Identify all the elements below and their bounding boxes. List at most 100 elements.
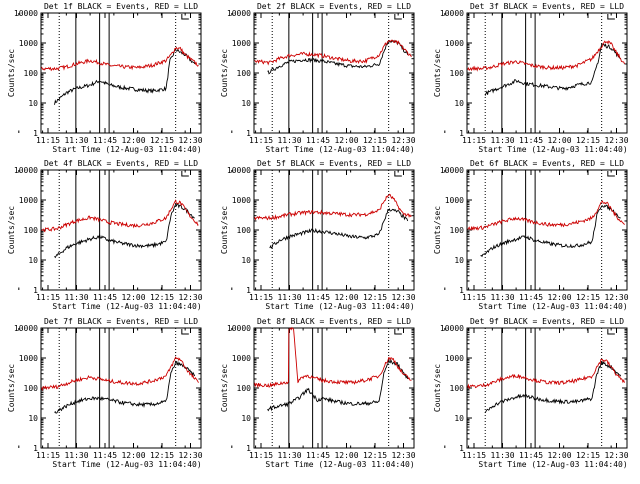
x-axis-label: Start Time (12-Aug-03 11:04:40) [52, 302, 201, 311]
chart-title: Det 5f BLACK = Events, RED = LLD [257, 159, 411, 168]
x-axis-label: Start Time (12-Aug-03 11:04:40) [478, 145, 627, 154]
plot-frame [40, 327, 202, 449]
y-tick-label: 10000 [14, 9, 38, 18]
x-tick-label: 11:15 [36, 451, 60, 460]
events-series-line [484, 43, 621, 96]
events-series-line [480, 204, 621, 258]
bracket-marker [181, 14, 189, 20]
x-tick-label: 12:00 [334, 293, 358, 302]
x-tick-label: 12:15 [576, 293, 600, 302]
x-tick-label: 12:15 [576, 136, 600, 145]
lld-series-line [467, 40, 625, 72]
x-tick-label: 12:30 [604, 136, 628, 145]
events-series-line [54, 203, 195, 259]
y-tick-label: 1000 [445, 196, 464, 205]
x-tick-label: 11:15 [249, 136, 273, 145]
y-axis-label: Counts/sec [220, 49, 229, 97]
y-tick-label: 100 [24, 384, 39, 393]
bracket-marker [394, 14, 402, 20]
x-tick-label: 11:15 [462, 451, 486, 460]
x-tick-label: 11:15 [249, 293, 273, 302]
y-tick-label: 1 [246, 286, 251, 295]
y-tick-label: 10000 [440, 324, 464, 333]
x-tick-label: 11:45 [519, 451, 543, 460]
lld-series-line [467, 200, 625, 231]
y-tick-label: 1000 [445, 354, 464, 363]
y-tick-label: 10000 [440, 9, 464, 18]
x-axis-label: Start Time (12-Aug-03 11:04:40) [265, 302, 414, 311]
x-tick-label: 12:15 [150, 293, 174, 302]
events-series-line [484, 360, 622, 414]
events-series-line [269, 207, 409, 249]
events-series-line [267, 358, 409, 412]
chart-title: Det 9f BLACK = Events, RED = LLD [470, 317, 624, 326]
y-tick-label: 10 [241, 256, 251, 265]
y-tick-label: 1000 [445, 39, 464, 48]
y-tick-label: 10 [28, 256, 38, 265]
y-tick-label: 10 [241, 99, 251, 108]
y-axis-label: Counts/sec [7, 206, 16, 254]
chart-panel-1: Det 1f BLACK = Events, RED = LLD 1 10 100 10… [7, 2, 203, 154]
x-tick-label: 11:45 [93, 293, 117, 302]
x-tick-label: 12:30 [604, 293, 628, 302]
x-axis-label: Start Time (12-Aug-03 11:04:40) [52, 145, 201, 154]
chart-panel-8: Det 8f BLACK = Events, RED = LLD 1 10 100 10… [220, 317, 416, 469]
y-tick-label: 10 [241, 414, 251, 423]
x-tick-label: 12:15 [363, 451, 387, 460]
y-axis-label: Counts/sec [7, 49, 16, 97]
x-tick-label: 12:15 [576, 451, 600, 460]
y-tick-label: 1000 [19, 196, 38, 205]
y-tick-label: 1000 [19, 39, 38, 48]
x-axis-label: Start Time (12-Aug-03 11:04:40) [52, 460, 201, 469]
plot-frame [40, 169, 202, 291]
x-tick-label: 11:30 [64, 451, 88, 460]
lld-series-line [41, 46, 199, 72]
chart-panel-9: Det 9f BLACK = Events, RED = LLD 1 10 100 10… [433, 317, 629, 469]
x-tick-label: 11:30 [64, 293, 88, 302]
x-tick-label: 11:15 [36, 293, 60, 302]
y-tick-label: 10000 [227, 324, 251, 333]
x-tick-label: 12:00 [121, 293, 145, 302]
y-tick-label: 100 [450, 384, 465, 393]
y-tick-label: 1000 [232, 39, 251, 48]
x-tick-label: 11:30 [490, 451, 514, 460]
y-tick-label: 1 [246, 444, 251, 453]
x-tick-label: 11:15 [36, 136, 60, 145]
lld-series-line [254, 39, 412, 66]
y-tick-label: 100 [450, 226, 465, 235]
x-tick-label: 12:30 [391, 293, 415, 302]
bracket-marker [394, 171, 402, 177]
chart-panel-3: Det 3f BLACK = Events, RED = LLD 1 10 100 10… [433, 2, 629, 154]
plot-frame [253, 169, 415, 291]
x-tick-label: 12:15 [150, 451, 174, 460]
events-series-line [267, 40, 409, 75]
y-axis-label: Counts/sec [433, 49, 442, 97]
y-tick-label: 1 [459, 444, 464, 453]
y-axis-label: Counts/sec [433, 206, 442, 254]
chart-title: Det 4f BLACK = Events, RED = LLD [44, 159, 198, 168]
chart-panel-7: Det 7f BLACK = Events, RED = LLD 1 10 100 10… [7, 317, 203, 469]
x-tick-label: 12:30 [391, 451, 415, 460]
y-tick-label: 1 [33, 444, 38, 453]
chart-panel-5: Det 5f BLACK = Events, RED = LLD 1 10 100 10… [220, 159, 416, 311]
x-axis-label: Start Time (12-Aug-03 11:04:40) [265, 145, 414, 154]
lld-series-line [41, 356, 199, 391]
y-tick-label: 10000 [440, 166, 464, 175]
y-tick-label: 1 [459, 129, 464, 138]
y-tick-label: 1000 [232, 354, 251, 363]
chart-panel-4: Det 4f BLACK = Events, RED = LLD 1 10 100 10… [7, 159, 203, 311]
plot-frame [40, 12, 202, 134]
lld-series-line [41, 199, 199, 233]
plot-frame [253, 12, 415, 134]
x-tick-label: 11:45 [519, 136, 543, 145]
chart-title: Det 3f BLACK = Events, RED = LLD [470, 2, 624, 11]
x-tick-label: 11:45 [93, 451, 117, 460]
y-tick-label: 100 [237, 384, 252, 393]
x-tick-label: 11:15 [462, 293, 486, 302]
x-tick-label: 12:30 [178, 451, 202, 460]
y-tick-label: 1000 [232, 196, 251, 205]
y-axis-label: Counts/sec [7, 364, 16, 412]
x-tick-label: 12:30 [178, 293, 202, 302]
x-tick-label: 11:30 [64, 136, 88, 145]
